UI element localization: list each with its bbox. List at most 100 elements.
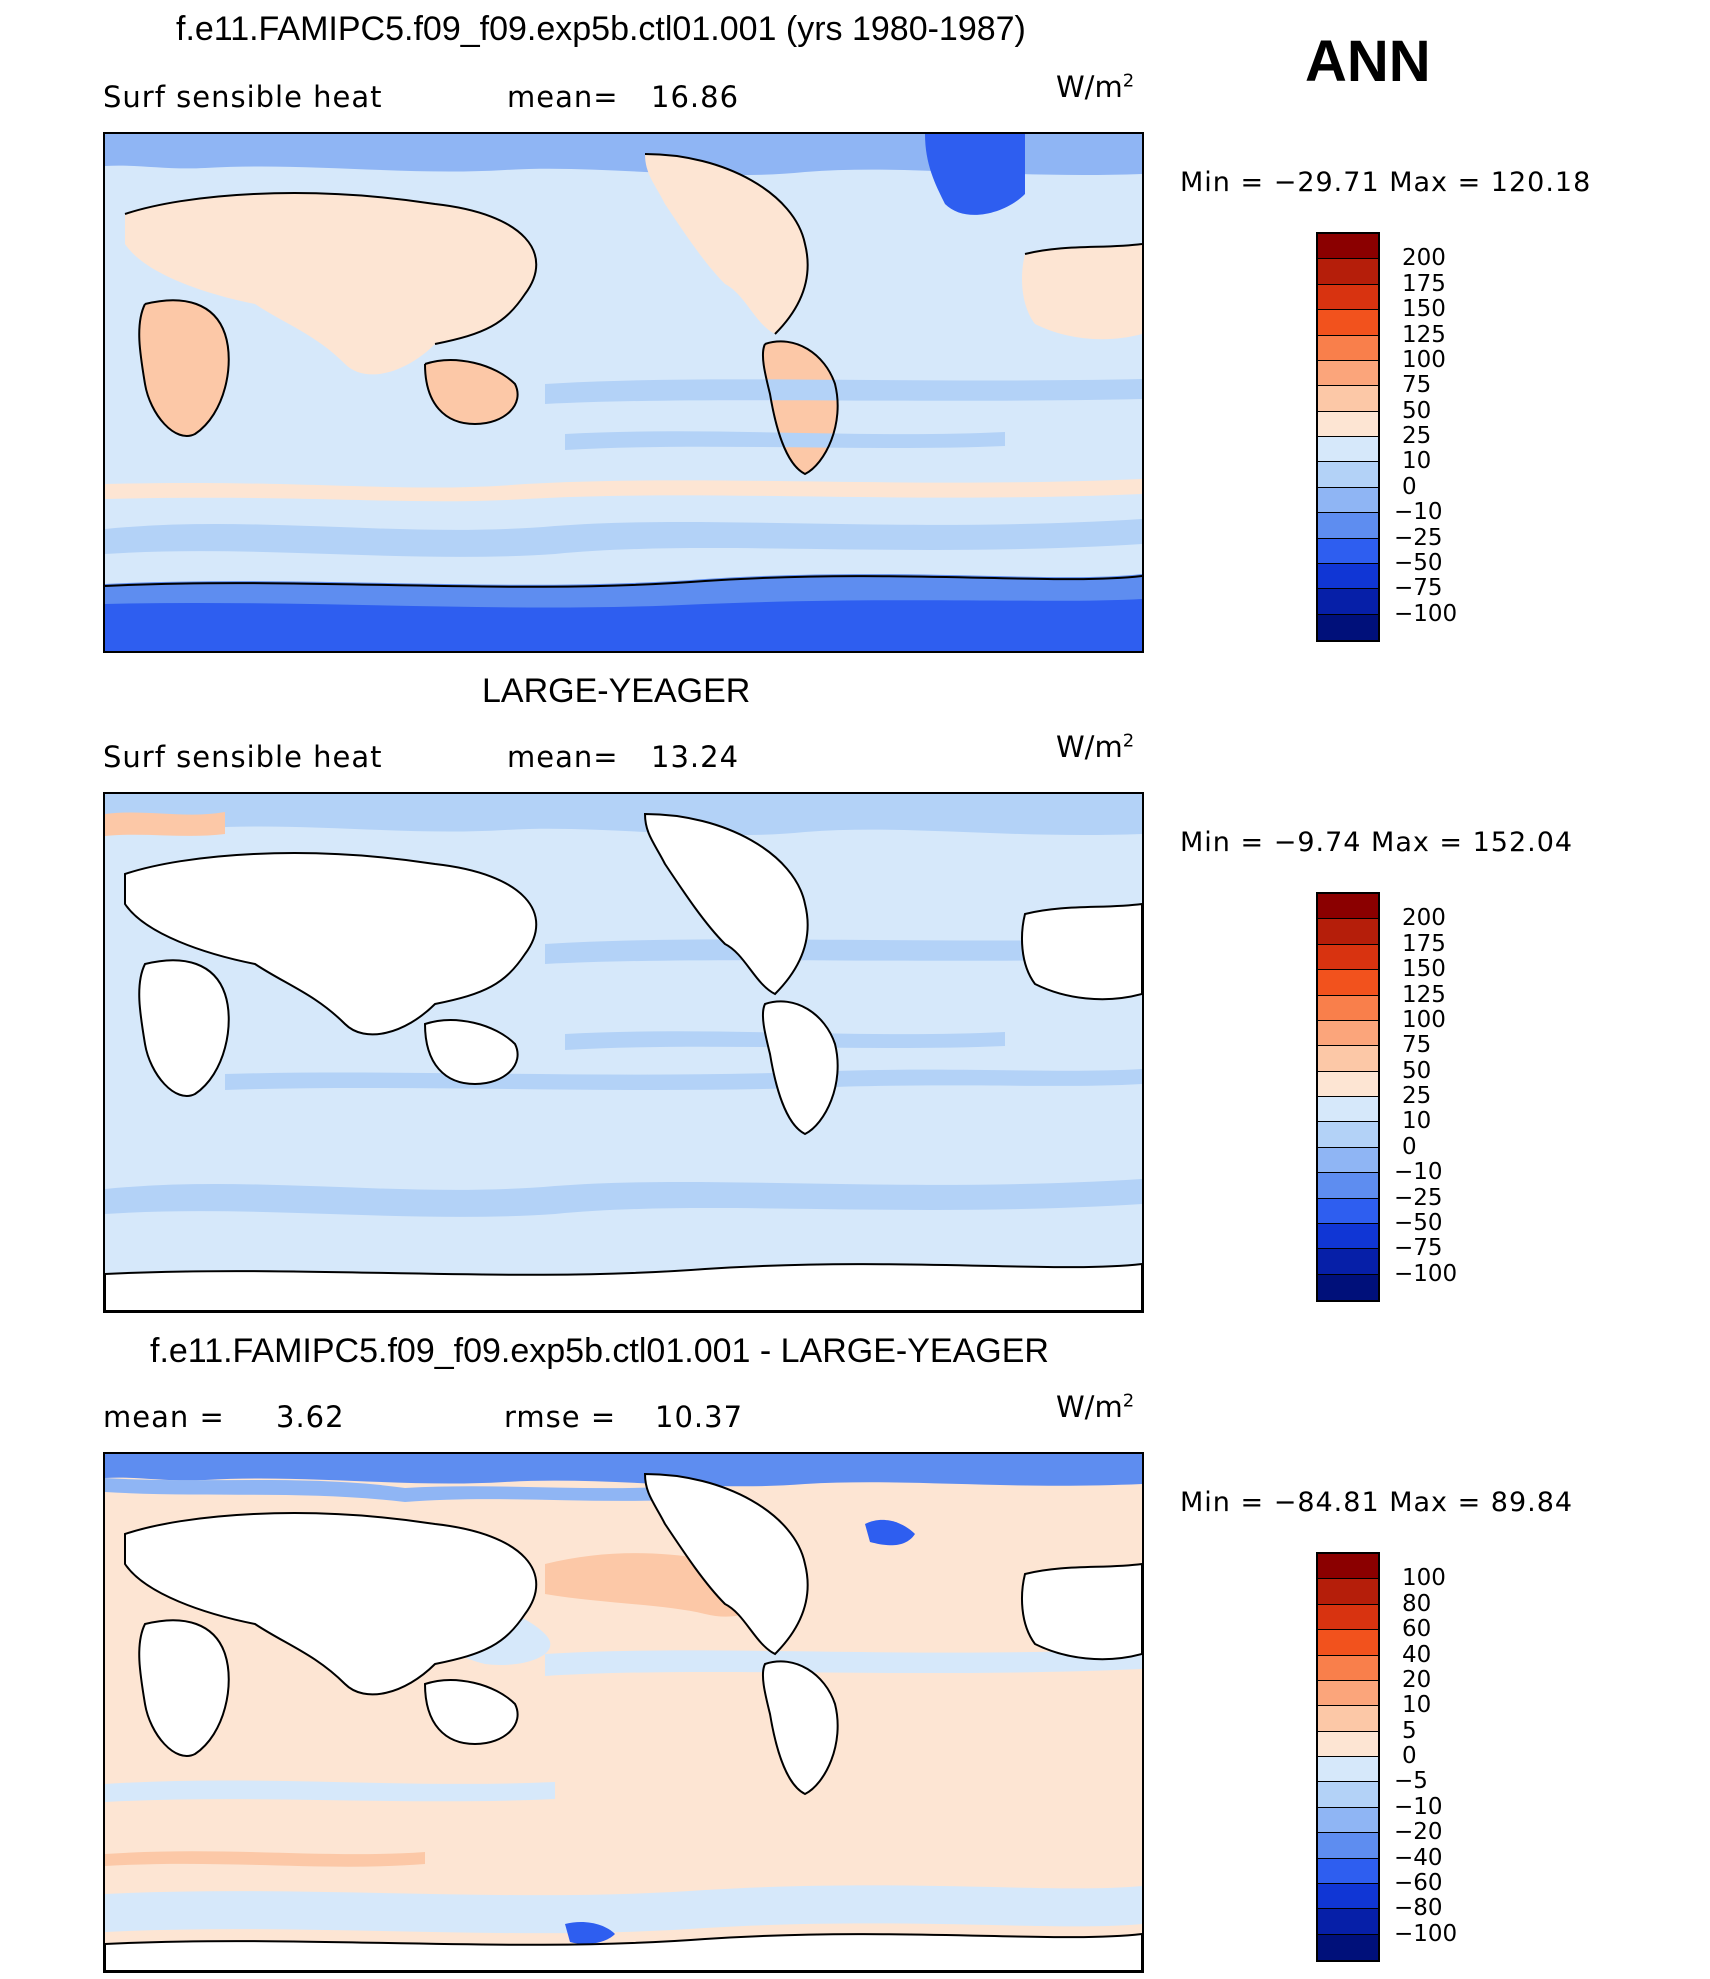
- colorbar-swatch: [1318, 1731, 1378, 1757]
- colorbar-swatch: [1318, 487, 1378, 514]
- colorbar-tick-label: 0: [1402, 473, 1417, 500]
- panel-3-minmax: Min = −84.81 Max = 89.84: [1180, 1487, 1574, 1518]
- colorbar-tick-label: −10: [1394, 1159, 1443, 1186]
- colorbar-tick-label: 0: [1402, 1133, 1417, 1160]
- colorbar-tick-label: −50: [1394, 1209, 1443, 1236]
- colorbar-tick-label: 125: [1402, 981, 1446, 1008]
- colorbar-tick-label: 175: [1402, 930, 1446, 957]
- colorbar-swatch: [1318, 1706, 1378, 1732]
- panel-3-map-svg: [105, 1454, 1142, 1971]
- colorbar-swatch: [1318, 1782, 1378, 1808]
- panel-1-minmax: Min = −29.71 Max = 120.18: [1180, 167, 1592, 198]
- panel-2-units: W/m2: [1056, 730, 1135, 764]
- panel-2-minmax: Min = −9.74 Max = 152.04: [1180, 827, 1574, 858]
- panel-1-map: [103, 132, 1144, 653]
- panel-1-mean-value: 16.86: [651, 80, 740, 114]
- colorbar-tick-label: 200: [1402, 245, 1446, 272]
- panel-2-mean-value: 13.24: [651, 740, 740, 774]
- season-label: ANN: [1305, 29, 1431, 94]
- colorbar-swatch: [1318, 335, 1378, 361]
- colorbar-tick-label: 10: [1402, 1108, 1432, 1135]
- colorbar-swatch: [1318, 1122, 1378, 1148]
- colorbar-tick-label: 50: [1402, 1057, 1432, 1084]
- colorbar-swatch: [1318, 386, 1378, 412]
- colorbar-tick-label: 100: [1402, 1006, 1446, 1033]
- panel-2-colorbar-bar: [1316, 892, 1380, 1302]
- colorbar-swatch: [1318, 1757, 1378, 1783]
- colorbar-swatch: [1318, 1249, 1378, 1275]
- colorbar-tick-label: −5: [1394, 1768, 1428, 1795]
- colorbar-swatch: [1318, 1680, 1378, 1707]
- panel-3-rmse-value: 10.37: [655, 1400, 744, 1434]
- colorbar-swatch: [1318, 1223, 1378, 1250]
- colorbar-swatch: [1318, 284, 1378, 311]
- colorbar-swatch: [1318, 1858, 1378, 1884]
- panel-1-colorbar-labels: 200 175 150 125 100 75 50 25 10 0 −10 −25 −50 −75 −100: [1394, 232, 1502, 642]
- colorbar-swatch: [1318, 919, 1378, 945]
- colorbar-tick-label: −100: [1394, 1260, 1458, 1287]
- panel-1-map-svg: [105, 134, 1142, 651]
- colorbar-tick-label: −25: [1394, 1184, 1443, 1211]
- colorbar-swatch: [1318, 894, 1378, 920]
- colorbar-tick-label: 125: [1402, 321, 1446, 348]
- colorbar-swatch: [1318, 1807, 1378, 1834]
- colorbar-tick-label: −10: [1394, 499, 1443, 526]
- colorbar-swatch: [1318, 589, 1378, 615]
- colorbar-tick-label: −75: [1394, 1235, 1443, 1262]
- colorbar-tick-label: −75: [1394, 575, 1443, 602]
- panel-1-variable-label: Surf sensible heat: [103, 80, 383, 114]
- colorbar-tick-label: 20: [1402, 1666, 1432, 1693]
- colorbar-swatch: [1318, 1020, 1378, 1047]
- panel-2-variable-label: Surf sensible heat: [103, 740, 383, 774]
- colorbar-swatch: [1318, 360, 1378, 387]
- colorbar-swatch: [1318, 1046, 1378, 1072]
- colorbar-swatch: [1318, 234, 1378, 260]
- colorbar-tick-label: −20: [1394, 1819, 1443, 1846]
- colorbar-swatch: [1318, 310, 1378, 336]
- colorbar-tick-label: −80: [1394, 1895, 1443, 1922]
- panel-2-mean-label: mean=: [507, 740, 619, 774]
- panel-1-units: W/m2: [1056, 70, 1135, 104]
- panel-3-units: W/m2: [1056, 1390, 1135, 1424]
- colorbar-tick-label: 100: [1402, 346, 1446, 373]
- panel-3-rmse-label: rmse =: [504, 1400, 617, 1434]
- colorbar-swatch: [1318, 1579, 1378, 1605]
- panel-3-mean-label: mean =: [103, 1400, 225, 1434]
- colorbar-swatch: [1318, 411, 1378, 437]
- colorbar-tick-label: −100: [1394, 600, 1458, 627]
- colorbar-tick-label: 25: [1402, 423, 1432, 449]
- colorbar-swatch: [1318, 1833, 1378, 1859]
- panel-3-map: [103, 1452, 1144, 1973]
- colorbar-tick-label: 40: [1402, 1641, 1432, 1668]
- panel-1-colorbar: [1316, 232, 1380, 642]
- panel-2-map: [103, 792, 1144, 1313]
- colorbar-swatch: [1318, 970, 1378, 996]
- colorbar-swatch: [1318, 1274, 1378, 1300]
- colorbar-swatch: [1318, 614, 1378, 640]
- colorbar-tick-label: −25: [1394, 524, 1443, 551]
- colorbar-tick-label: 50: [1402, 397, 1432, 424]
- panel-2-map-svg: [105, 794, 1142, 1311]
- panel-3-title: f.e11.FAMIPC5.f09_f09.exp5b.ctl01.001 - …: [150, 1332, 1049, 1370]
- colorbar-swatch: [1318, 1909, 1378, 1935]
- colorbar-swatch: [1318, 513, 1378, 539]
- colorbar-swatch: [1318, 1630, 1378, 1656]
- colorbar-tick-label: 10: [1402, 1692, 1432, 1719]
- colorbar-tick-label: −40: [1394, 1844, 1443, 1871]
- colorbar-swatch: [1318, 995, 1378, 1021]
- colorbar-swatch: [1318, 259, 1378, 285]
- colorbar-tick-label: 0: [1402, 1743, 1417, 1769]
- colorbar-swatch: [1318, 1934, 1378, 1960]
- colorbar-swatch: [1318, 1147, 1378, 1174]
- panel-3-colorbar: [1316, 1552, 1380, 1962]
- colorbar-tick-label: −100: [1394, 1920, 1458, 1947]
- colorbar-tick-label: −10: [1394, 1793, 1443, 1820]
- colorbar-swatch: [1318, 1173, 1378, 1199]
- panel-3-mean-value: 3.62: [276, 1400, 345, 1434]
- colorbar-tick-label: 150: [1402, 956, 1446, 983]
- colorbar-tick-label: 75: [1402, 372, 1432, 399]
- panel-2-colorbar: [1316, 892, 1380, 1302]
- colorbar-tick-label: 175: [1402, 270, 1446, 297]
- colorbar-tick-label: −60: [1394, 1869, 1443, 1896]
- panel-3-colorbar-bar: [1316, 1552, 1380, 1962]
